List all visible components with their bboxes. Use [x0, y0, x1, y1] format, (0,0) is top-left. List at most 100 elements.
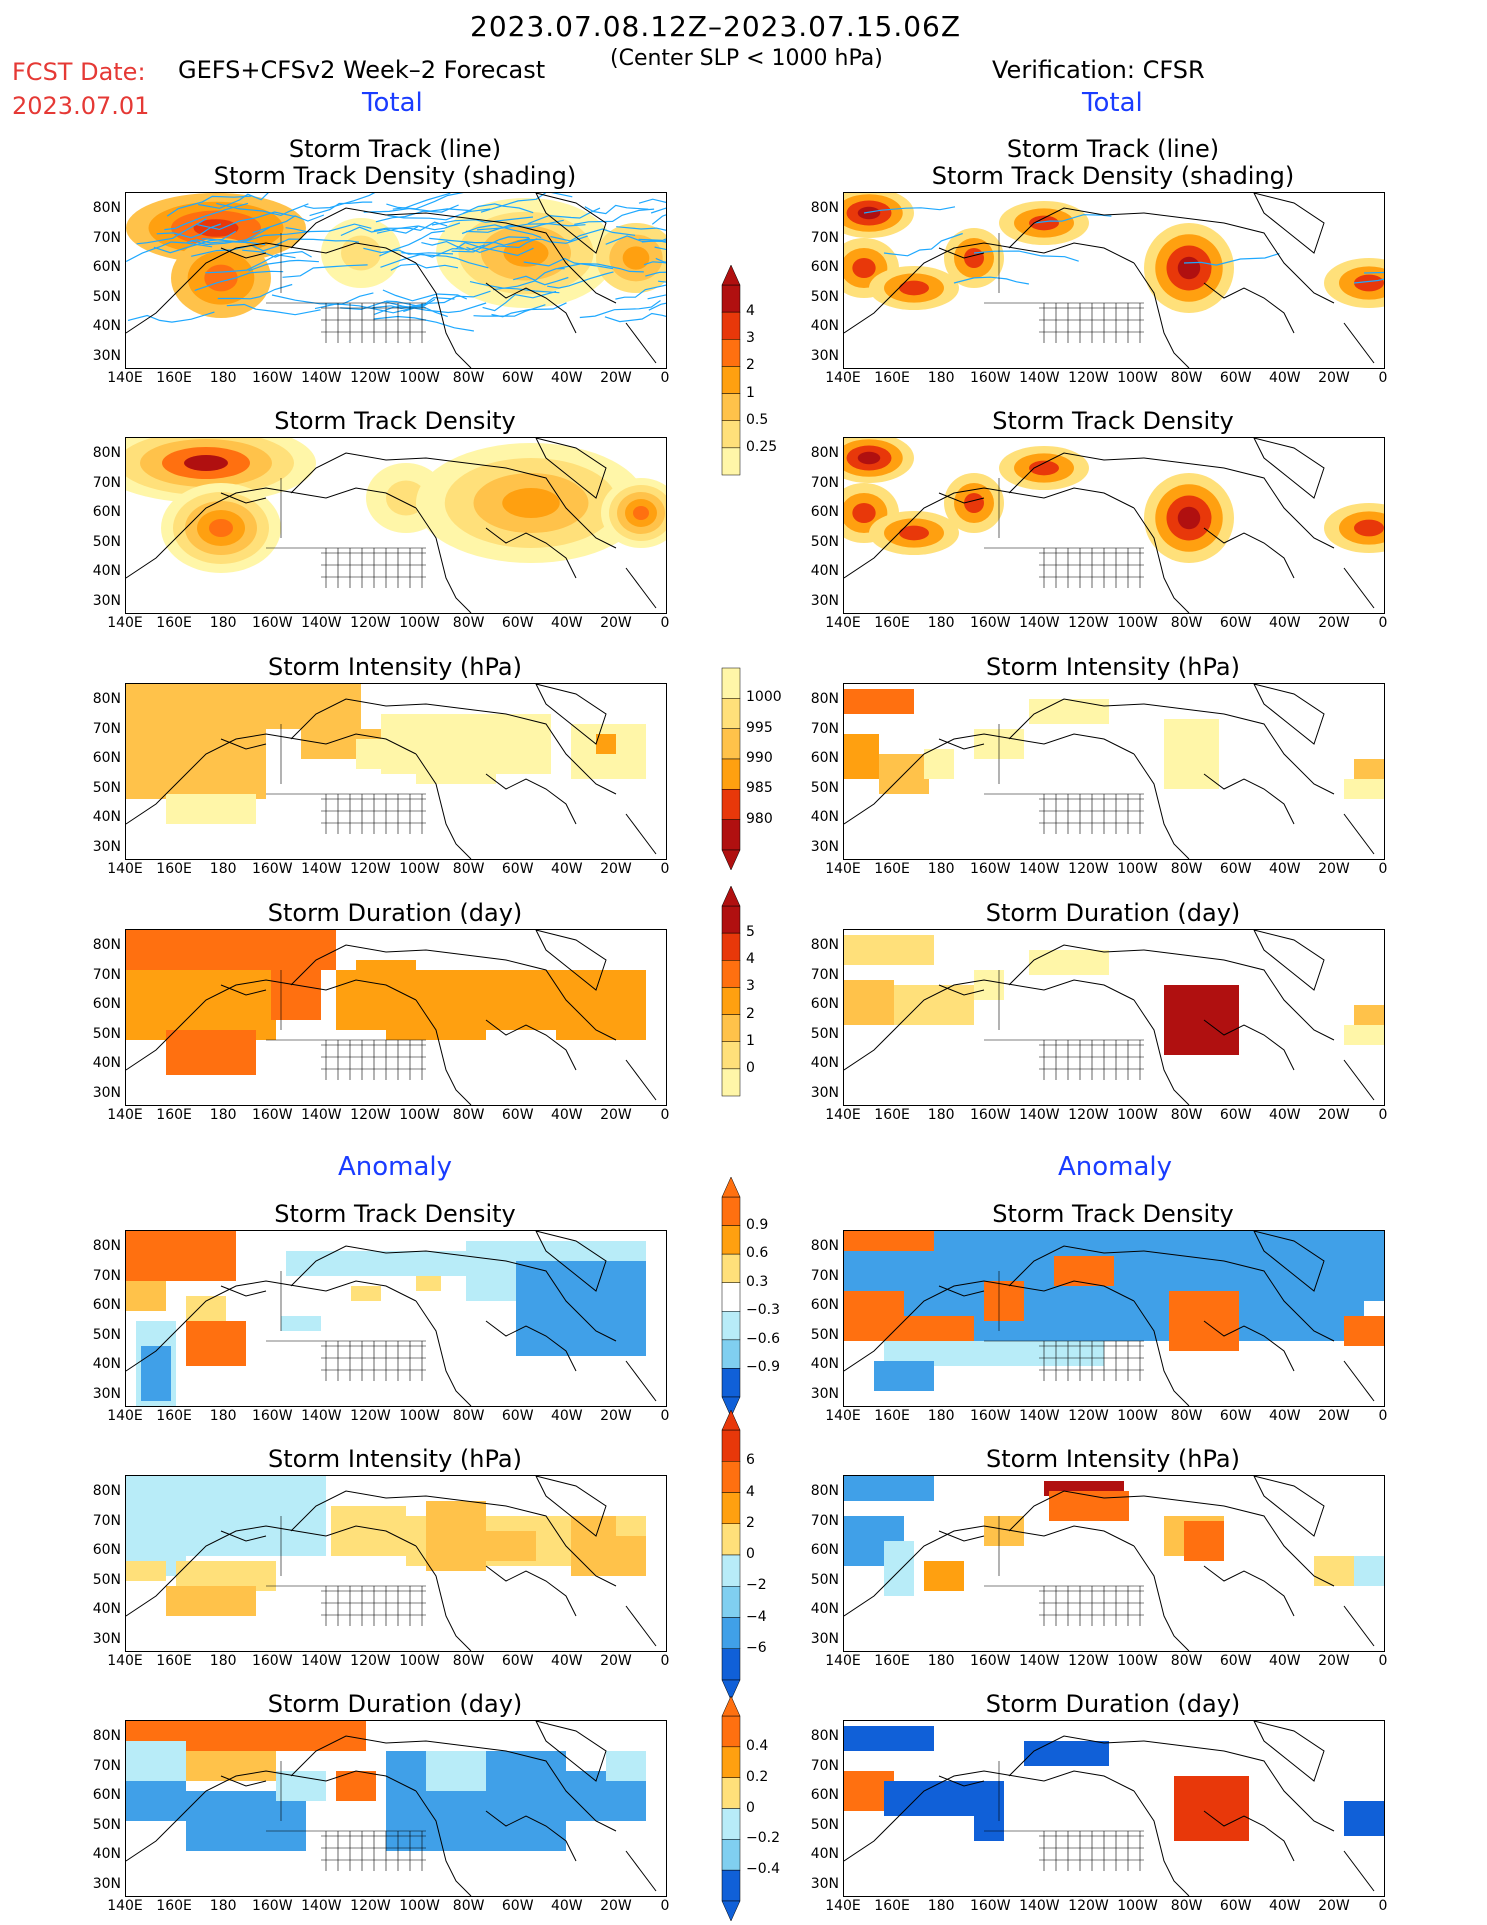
lon-tick-label: 140W: [1019, 1408, 1060, 1424]
lat-tick-label: 80N: [810, 200, 839, 216]
colorbar-segment: [721, 758, 741, 790]
coastline: [1343, 1850, 1375, 1892]
anomaly-cell: [924, 749, 954, 779]
storm-track-line: [429, 237, 530, 246]
lat-tick-label: 40N: [810, 1601, 839, 1617]
colorbar-segment: [721, 393, 741, 421]
lon-tick-label: 180: [209, 1898, 237, 1914]
colorbar-segment: [721, 698, 741, 729]
colorbar-label: 990: [746, 750, 773, 766]
political-boundaries: [266, 1271, 426, 1381]
fcst-date-value: 2023.07.01: [12, 92, 150, 120]
anomaly-cell: [924, 1561, 964, 1591]
coastline: [415, 1790, 472, 1896]
lat-tick-label: 30N: [810, 347, 839, 364]
lon-tick-label: 160W: [969, 615, 1011, 631]
lat-tick-label: 60N: [92, 750, 121, 766]
lon-tick-label: 80W: [452, 1898, 485, 1914]
coastline: [1203, 527, 1295, 579]
lat-tick-label: 60N: [810, 750, 839, 766]
lon-tick-label: 100W: [399, 861, 440, 877]
lon-tick-label: 120W: [350, 1653, 391, 1669]
anomaly-cell: [126, 1476, 326, 1556]
lon-tick-label: 40W: [1268, 615, 1301, 631]
storm-track-line: [482, 290, 557, 312]
coastline: [126, 487, 417, 579]
lon-tick-label: 160E: [156, 1653, 192, 1669]
lat-tick-label: 40N: [810, 318, 839, 334]
lat-tick-label: 70N: [92, 229, 121, 246]
colorbar-segment: [721, 447, 741, 476]
lon-tick-label: 140W: [1019, 861, 1060, 877]
political-boundaries: [266, 478, 426, 588]
colorbar-segment: [721, 1777, 741, 1809]
storm-track-line: [431, 216, 534, 226]
lon-tick-label: 0: [1378, 1107, 1388, 1123]
anomaly-cell: [844, 935, 934, 965]
coastline: [290, 207, 617, 304]
lon-tick-label: 60W: [1219, 1653, 1252, 1669]
lon-tick-label: 140E: [107, 861, 143, 877]
storm-track-line: [638, 238, 666, 242]
map-canvas: [844, 1476, 1384, 1651]
lon-tick-label: 180: [927, 1408, 955, 1424]
lon-tick-label: 20W: [1318, 1898, 1350, 1914]
colorbar-label: 0: [746, 1546, 755, 1562]
coastline: [1203, 1810, 1295, 1862]
storm-track-line: [304, 193, 376, 209]
storm-track-line: [309, 201, 373, 217]
map-canvas: [126, 684, 657, 859]
anomaly-cell: [386, 1010, 486, 1040]
anomaly-cell: [1344, 1801, 1384, 1836]
density-shade: [622, 246, 650, 270]
lon-tick-label: 20W: [600, 1898, 632, 1914]
storm-track-line: [466, 238, 538, 254]
colorbar-label: 2: [746, 357, 755, 374]
coastline: [485, 282, 577, 334]
colorbar-segment: [721, 1492, 741, 1524]
coastline: [844, 242, 1135, 334]
lat-tick-label: 60N: [92, 996, 121, 1012]
lat-tick-label: 60N: [92, 259, 121, 275]
political-boundaries: [984, 724, 1144, 834]
storm-track-line: [863, 206, 956, 214]
lat-tick-label: 70N: [810, 1757, 839, 1774]
storm-track-line: [363, 207, 472, 213]
anomaly-cell: [356, 960, 416, 1000]
lon-tick-label: 140W: [301, 1898, 342, 1914]
anomaly-cell: [141, 1346, 171, 1401]
lon-tick-label: 60W: [501, 1653, 534, 1669]
lon-tick-label: 180: [927, 1898, 955, 1914]
coastline: [535, 193, 607, 254]
colorbar-label: 6: [746, 1452, 755, 1469]
coastline: [1203, 282, 1295, 334]
lon-tick-label: 100W: [399, 1107, 440, 1123]
lat-tick-label: 50N: [810, 1571, 839, 1588]
lat-tick-label: 50N: [810, 779, 839, 796]
lon-tick-label: 0: [660, 861, 670, 877]
colorbar-segment: [721, 1648, 741, 1681]
lon-tick-label: 120W: [1068, 1898, 1109, 1914]
lat-tick-label: 40N: [92, 1601, 121, 1617]
lat-tick-label: 30N: [810, 1875, 839, 1892]
coastline: [938, 738, 985, 750]
lon-tick-label: 100W: [399, 615, 440, 631]
lon-tick-label: 140E: [107, 1653, 143, 1669]
map-panel: [843, 1475, 1385, 1652]
coastline: [535, 438, 607, 499]
anomaly-cell: [166, 794, 256, 824]
lon-tick-label: 80W: [452, 370, 485, 386]
lat-tick-label: 40N: [810, 1356, 839, 1372]
density-shade: [964, 248, 984, 268]
coastline: [1253, 193, 1325, 254]
lat-tick-label: 80N: [92, 1728, 121, 1744]
lat-tick-label: 30N: [92, 1385, 121, 1402]
coastline: [126, 1525, 417, 1617]
colorbar-segment: [721, 1586, 741, 1618]
lon-tick-label: 0: [1378, 1898, 1388, 1914]
lon-tick-label: 40W: [1268, 861, 1301, 877]
storm-track-line: [648, 302, 666, 311]
storm-track-line: [473, 304, 546, 317]
lon-tick-label: 160E: [156, 861, 192, 877]
map-panel: [843, 437, 1385, 614]
